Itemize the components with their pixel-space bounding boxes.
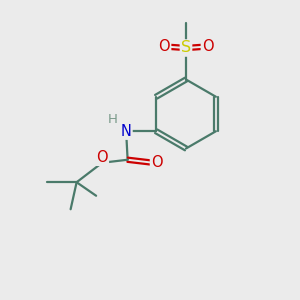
Text: O: O bbox=[202, 39, 213, 54]
Text: S: S bbox=[181, 40, 191, 56]
Text: H: H bbox=[108, 113, 118, 126]
Text: O: O bbox=[159, 39, 170, 54]
Text: O: O bbox=[151, 155, 163, 170]
Text: N: N bbox=[121, 124, 132, 139]
Text: O: O bbox=[96, 150, 108, 165]
